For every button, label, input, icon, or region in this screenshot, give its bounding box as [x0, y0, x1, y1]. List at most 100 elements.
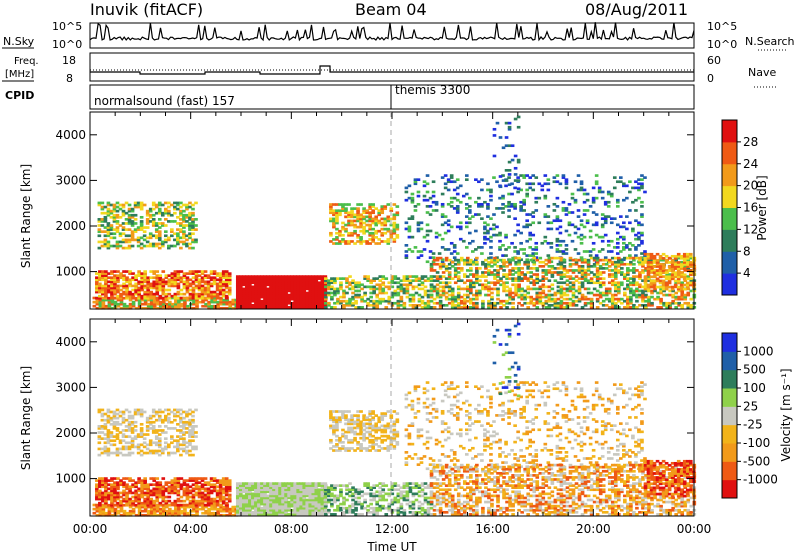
velocity-cell: [98, 483, 102, 487]
velocity-cell: [101, 513, 106, 517]
power-cell: [595, 306, 600, 309]
velocity-cell: [109, 416, 114, 420]
power-cell: [188, 213, 192, 217]
power-cell: [284, 293, 288, 297]
velocity-cell: [103, 447, 108, 451]
velocity-cell: [176, 485, 181, 489]
power-cell: [266, 295, 270, 299]
power-cell: [656, 295, 660, 299]
power-cell: [568, 277, 573, 280]
power-cell: [116, 276, 120, 280]
power-cell: [173, 296, 178, 300]
power-cell: [674, 260, 678, 264]
power-cell: [422, 184, 427, 188]
power-cell: [350, 213, 354, 217]
velocity-cell: [227, 489, 232, 493]
power-cell: [508, 271, 512, 274]
power-cell: [450, 306, 455, 309]
power-cell: [528, 223, 533, 227]
power-cell: [405, 279, 410, 283]
power-cell: [380, 231, 385, 235]
power-cell: [520, 277, 524, 280]
nsky-label: N.Sky: [3, 35, 35, 48]
power-cell: [95, 302, 100, 306]
power-cell: [155, 296, 160, 300]
power-cell: [157, 234, 162, 238]
velocity-cell: [200, 477, 205, 480]
power-cell: [603, 217, 608, 220]
power-cell: [423, 306, 428, 309]
power-cell: [464, 174, 469, 177]
power-cell: [511, 258, 515, 262]
power-cell: [381, 277, 386, 280]
power-cell: [238, 289, 243, 293]
power-cell: [131, 296, 135, 300]
power-cell: [191, 246, 195, 250]
power-cell: [471, 215, 475, 218]
power-cell: [489, 190, 493, 194]
power-cell: [535, 275, 540, 278]
power-cell: [179, 201, 183, 205]
power-cell: [209, 290, 214, 294]
power-cell: [134, 284, 138, 288]
power-cell: [514, 285, 518, 289]
velocity-cell: [128, 499, 132, 503]
velocity-cell: [209, 501, 214, 505]
power-cell: [420, 295, 425, 299]
velocity-cell: [203, 483, 208, 487]
power-cell: [600, 248, 605, 251]
power-cell: [559, 256, 564, 260]
power-cell: [632, 306, 636, 309]
velocity-cell: [227, 485, 232, 489]
power-cell: [589, 277, 594, 280]
power-cell: [311, 291, 316, 295]
power-cell: [455, 209, 460, 212]
power-cell: [673, 254, 678, 258]
power-cell: [601, 283, 606, 287]
power-cell: [266, 289, 270, 293]
power-cell: [565, 279, 570, 283]
power-cell: [426, 293, 431, 297]
power-cell: [429, 293, 434, 297]
power-cell: [98, 306, 103, 310]
velocity-cell: [136, 410, 141, 414]
power-cell: [428, 229, 433, 233]
power-cell: [541, 260, 546, 264]
velocity-cell: [146, 509, 151, 513]
velocity-cell: [195, 511, 199, 515]
power-cell: [329, 233, 333, 237]
power-cell: [498, 246, 502, 249]
power-cell: [116, 294, 120, 298]
power-cell: [441, 293, 446, 297]
power-cell: [562, 301, 567, 305]
power-cell: [573, 198, 578, 202]
power-cell: [339, 283, 343, 287]
power-cell: [637, 231, 641, 235]
power-cell: [393, 281, 398, 285]
power-cell: [610, 260, 615, 264]
power-cell: [523, 297, 527, 301]
power-cell: [203, 270, 208, 273]
power-cell: [616, 289, 621, 293]
velocity-cell: [119, 479, 123, 482]
power-cell: [368, 225, 372, 229]
power-cell: [163, 240, 168, 244]
power-cell: [213, 304, 217, 308]
power-cell: [158, 296, 163, 300]
power-cell: [679, 267, 684, 270]
power-cell: [475, 297, 479, 301]
power-cell: [610, 269, 615, 272]
power-cell: [305, 303, 310, 307]
power-cell: [499, 301, 503, 305]
power-cell: [685, 261, 690, 264]
velocity-cell: [97, 447, 102, 451]
power-cell: [676, 267, 681, 270]
power-cell: [580, 285, 585, 289]
power-cell: [182, 218, 186, 221]
power-cell: [450, 299, 455, 303]
power-cell: [369, 303, 373, 307]
velocity-cell: [204, 509, 208, 513]
power-cell: [546, 182, 551, 186]
power-cell: [238, 297, 243, 301]
power-cell: [210, 304, 214, 308]
